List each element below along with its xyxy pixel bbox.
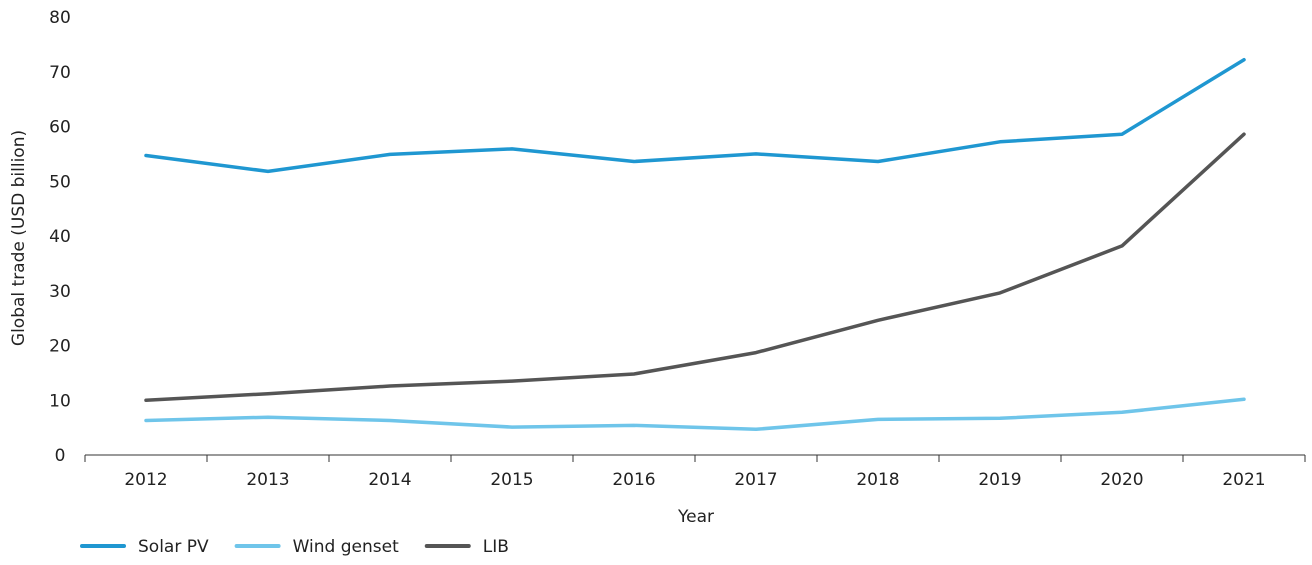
x-tick-label: 2015	[490, 470, 533, 490]
legend-label: Solar PV	[138, 537, 209, 557]
series-lines	[144, 57, 1246, 432]
x-tick-label: 2013	[246, 470, 289, 490]
x-tick-label: 2016	[612, 470, 655, 490]
legend-label: Wind genset	[293, 537, 399, 557]
x-tick-label: 2017	[734, 470, 777, 490]
y-tick-label: 30	[49, 282, 71, 302]
x-tick-label: 2021	[1222, 470, 1265, 490]
x-axis-title: Year	[677, 507, 714, 527]
series-line-solar-pv	[144, 57, 1246, 174]
y-tick-label: 10	[49, 391, 71, 411]
series-line-wind-genset	[144, 397, 1246, 432]
y-tick-label: 40	[49, 227, 71, 247]
y-tick-label: 50	[49, 172, 71, 192]
x-axis-ticks: 2012 2013 2014 2015 2016 2017 2018 2019 2020 2021	[84, 455, 1306, 490]
y-tick-label: 70	[49, 63, 71, 83]
legend: Solar PV Wind genset LIB	[80, 537, 509, 557]
x-tick-label: 2012	[124, 470, 167, 490]
legend-label: LIB	[483, 537, 509, 557]
y-axis-ticks: 0 10 20 30 40 50 60 70 80	[49, 8, 71, 466]
y-tick-label: 20	[49, 337, 71, 357]
y-axis-title: Global trade (USD billion)	[9, 130, 29, 346]
x-tick-label: 2019	[978, 470, 1021, 490]
y-tick-label: 60	[49, 118, 71, 138]
y-tick-label: 80	[49, 8, 71, 28]
series-line-lib	[144, 132, 1246, 403]
x-tick-label: 2020	[1100, 470, 1143, 490]
x-tick-label: 2014	[368, 470, 411, 490]
x-tick-label: 2018	[856, 470, 899, 490]
y-tick-label: 0	[55, 446, 66, 466]
